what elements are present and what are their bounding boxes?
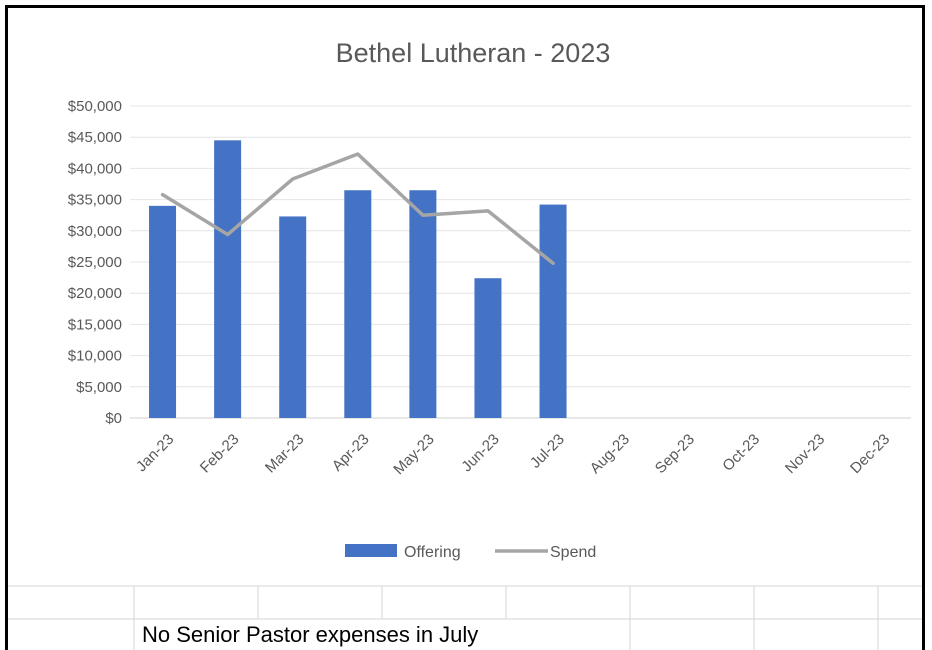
- x-tick-label: Aug-23: [587, 431, 633, 477]
- legend-label-spend: Spend: [550, 544, 596, 561]
- y-tick-label: $10,000: [68, 348, 122, 365]
- chart-title: Bethel Lutheran - 2023: [336, 38, 611, 68]
- y-axis-ticks: $0 $5,000 $10,000 $15,000 $20,000 $25,000 $30,…: [68, 98, 122, 427]
- offering-bars: [149, 140, 567, 418]
- sheet-grid: [8, 585, 922, 650]
- x-tick-label: Jul-23: [527, 431, 568, 472]
- offering-bar[interactable]: [279, 216, 307, 418]
- offering-bar[interactable]: [149, 205, 177, 418]
- legend-label-offering: Offering: [404, 544, 461, 561]
- y-tick-label: $20,000: [68, 285, 122, 302]
- x-tick-label: Jun-23: [458, 431, 502, 475]
- offering-bar[interactable]: [409, 190, 437, 418]
- x-axis-ticks: Jan-23 Feb-23 Mar-23 Apr-23 May-23 Jun-23 Jul-…: [133, 431, 893, 478]
- x-tick-label: Nov-23: [782, 431, 828, 477]
- y-tick-label: $35,000: [68, 192, 122, 209]
- x-tick-label: Apr-23: [329, 431, 373, 475]
- x-tick-label: Feb-23: [197, 431, 243, 477]
- legend: Offering Spend: [345, 544, 596, 561]
- gridlines: [130, 105, 911, 419]
- y-tick-label: $40,000: [68, 160, 122, 177]
- spend-line: [160, 152, 555, 265]
- y-tick-label: $50,000: [68, 98, 122, 115]
- offering-bar[interactable]: [214, 140, 242, 418]
- x-tick-label: Sep-23: [652, 431, 698, 477]
- combo-chart[interactable]: Bethel Lutheran - 2023 $0 $5,000 $10,000 $1…: [8, 8, 922, 650]
- offering-bar[interactable]: [474, 278, 502, 418]
- y-tick-label: $0: [105, 410, 122, 427]
- x-tick-label: Oct-23: [719, 431, 763, 475]
- offering-bar[interactable]: [539, 204, 567, 418]
- y-tick-label: $25,000: [68, 254, 122, 271]
- x-tick-label: Mar-23: [262, 431, 308, 477]
- offering-bar[interactable]: [344, 190, 372, 418]
- chart-frame: Bethel Lutheran - 2023 $0 $5,000 $10,000 $1…: [5, 5, 925, 650]
- x-tick-label: May-23: [390, 431, 437, 478]
- y-tick-label: $15,000: [68, 316, 122, 333]
- y-tick-label: $30,000: [68, 223, 122, 240]
- y-tick-label: $45,000: [68, 129, 122, 146]
- x-tick-label: Jan-23: [133, 431, 177, 475]
- legend-swatch-offering: [345, 544, 397, 557]
- spend-line-path[interactable]: [160, 152, 555, 265]
- sheet-note: No Senior Pastor expenses in July: [142, 622, 478, 647]
- x-tick-label: Dec-23: [847, 431, 893, 477]
- y-tick-label: $5,000: [76, 379, 122, 396]
